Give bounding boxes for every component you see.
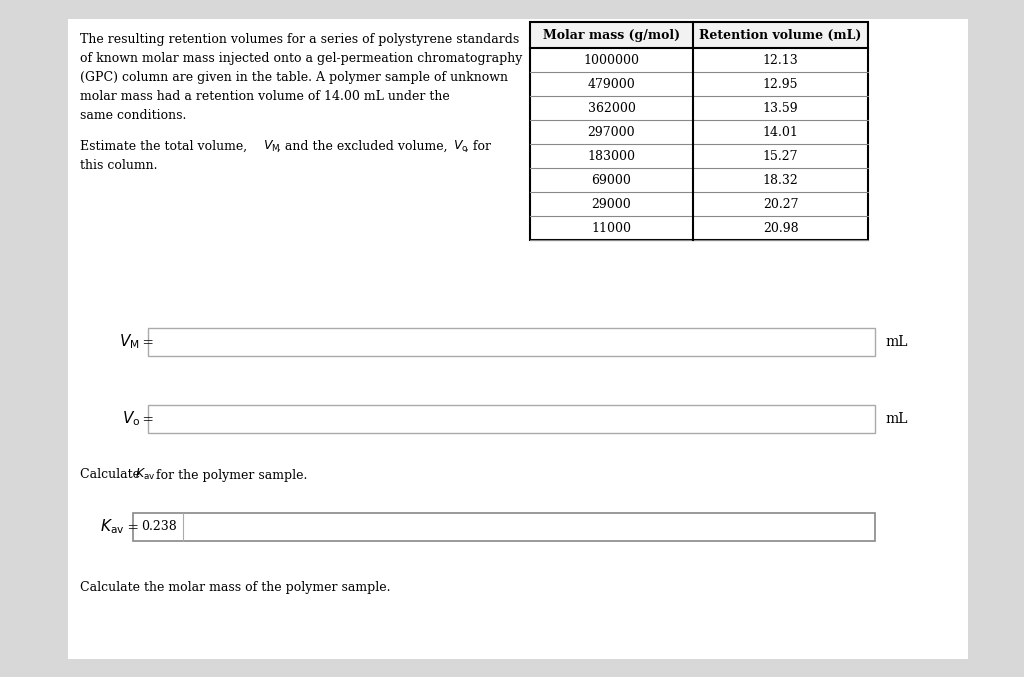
Bar [530,22,868,48]
Text: Estimate the total volume,: Estimate the total volume, [80,140,251,153]
Text: Retention volume (mL): Retention volume (mL) [699,28,861,41]
Text: 183000: 183000 [588,150,636,162]
Text: $\mathit{V}_\mathsf{M}$: $\mathit{V}_\mathsf{M}$ [120,332,140,351]
Text: 11000: 11000 [592,221,632,234]
Text: , and the excluded volume,: , and the excluded volume, [278,140,452,153]
Text: 362000: 362000 [588,102,636,114]
Text: 18.32: 18.32 [763,173,799,186]
FancyBboxPatch shape [68,19,968,659]
Text: $\mathit{V}_\mathsf{o}$: $\mathit{V}_\mathsf{o}$ [122,410,140,429]
Text: Molar mass (g/mol): Molar mass (g/mol) [543,28,680,41]
Text: $\mathit{V}_\mathsf{o}$: $\mathit{V}_\mathsf{o}$ [453,139,468,154]
Bar [148,328,874,356]
Text: Calculate: Calculate [80,468,144,481]
Text: mL: mL [885,412,907,426]
Text: same conditions.: same conditions. [80,109,186,122]
Text: The resulting retention volumes for a series of polystyrene standards: The resulting retention volumes for a se… [80,33,519,46]
Text: 0.238: 0.238 [141,521,177,533]
Text: =: = [123,521,139,535]
Text: 297000: 297000 [588,125,635,139]
Text: Calculate the molar mass of the polymer sample.: Calculate the molar mass of the polymer … [80,580,390,594]
Bar [530,22,868,240]
Text: , for: , for [465,140,490,153]
Text: of known molar mass injected onto a gel-permeation chromatography: of known molar mass injected onto a gel-… [80,52,522,65]
Text: $\mathit{K}_\mathsf{av}$: $\mathit{K}_\mathsf{av}$ [100,518,125,536]
Text: 479000: 479000 [588,77,635,91]
Text: 15.27: 15.27 [763,150,799,162]
Text: $\mathit{V}_\mathsf{M}$: $\mathit{V}_\mathsf{M}$ [263,139,281,154]
Text: =: = [138,336,154,350]
Text: 12.13: 12.13 [763,53,799,66]
Text: 1000000: 1000000 [584,53,640,66]
Text: (GPC) column are given in the table. A polymer sample of unknown: (GPC) column are given in the table. A p… [80,71,508,84]
Text: for the polymer sample.: for the polymer sample. [152,468,307,481]
Text: =: = [138,413,154,427]
Text: 69000: 69000 [592,173,632,186]
Text: 12.95: 12.95 [763,77,799,91]
Text: 29000: 29000 [592,198,632,211]
Text: 13.59: 13.59 [763,102,799,114]
Text: 20.27: 20.27 [763,198,799,211]
Text: this column.: this column. [80,159,158,172]
Bar [133,513,874,541]
Text: molar mass had a retention volume of 14.00 mL under the: molar mass had a retention volume of 14.… [80,90,450,103]
Text: 20.98: 20.98 [763,221,799,234]
Text: mL: mL [885,335,907,349]
Text: 14.01: 14.01 [763,125,799,139]
Bar [148,405,874,433]
Text: $\mathit{K}_\mathsf{av}$: $\mathit{K}_\mathsf{av}$ [135,466,156,481]
